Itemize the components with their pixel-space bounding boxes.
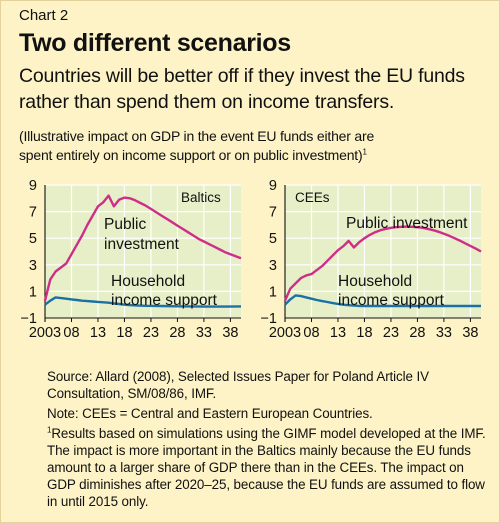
y-tick-label: 9 xyxy=(29,178,37,194)
x-tick-label: 13 xyxy=(90,325,106,341)
series-label: investment xyxy=(104,236,180,253)
x-tick-label: 38 xyxy=(462,325,478,341)
x-tick-label: 2003 xyxy=(269,325,301,341)
note-line-1: (Illustrative impact on GDP in the event… xyxy=(19,128,375,144)
x-tick-label: 18 xyxy=(116,325,132,341)
y-tick-label: 1 xyxy=(29,284,37,300)
y-tick-label: 3 xyxy=(269,258,277,274)
series-line-public-investment xyxy=(43,194,242,301)
x-tick-label: 18 xyxy=(356,325,372,341)
chart-label: Chart 2 xyxy=(19,7,69,24)
footer: Source: Allard (2008), Selected Issues P… xyxy=(41,368,486,510)
y-tick-label: 9 xyxy=(269,178,277,194)
series-label: Public investment xyxy=(346,215,468,232)
note-line-2: spent entirely on income support or on p… xyxy=(19,147,367,163)
note-text: Note: CEEs = Central and Eastern Europea… xyxy=(47,406,373,421)
panel-title: CEEs xyxy=(295,190,330,205)
series-line-public-investment xyxy=(283,225,482,302)
series-label: income support xyxy=(111,292,218,309)
series-line-household-income xyxy=(284,294,481,308)
footnote-mark: 1 xyxy=(47,425,52,435)
x-tick-label: 13 xyxy=(330,325,346,341)
y-tick-label: −1 xyxy=(260,311,277,327)
y-tick-label: 3 xyxy=(29,258,37,274)
panel-title: Baltics xyxy=(181,190,221,205)
source-text: Source: Allard (2008), Selected Issues P… xyxy=(47,369,429,401)
x-tick-label: 38 xyxy=(222,325,238,341)
note-line-2-text: spent entirely on income support or on p… xyxy=(19,147,363,163)
plot-area xyxy=(285,185,481,318)
x-tick-label: 2003 xyxy=(29,325,61,341)
x-tick-label: 23 xyxy=(143,325,159,341)
series-label: income support xyxy=(338,292,445,309)
y-tick-label: 5 xyxy=(269,231,277,247)
y-tick-label: −1 xyxy=(20,311,37,327)
y-tick-label: 1 xyxy=(269,284,277,300)
x-tick-label: 33 xyxy=(436,325,452,341)
series-label: Household xyxy=(111,273,185,290)
note-footnote-mark: 1 xyxy=(362,147,367,157)
series-label: Household xyxy=(338,273,412,290)
y-tick-label: 7 xyxy=(269,205,277,221)
plot-area xyxy=(45,185,241,318)
subtitle-line-1: Countries will be better off if they inv… xyxy=(19,65,465,87)
x-tick-label: 08 xyxy=(63,325,79,341)
y-tick-label: 7 xyxy=(29,205,37,221)
x-tick-label: 08 xyxy=(303,325,319,341)
chart-title: Two different scenarios xyxy=(19,29,291,57)
x-tick-label: 28 xyxy=(169,325,185,341)
x-tick-label: 28 xyxy=(409,325,425,341)
y-tick-label: 5 xyxy=(29,231,37,247)
x-tick-label: 23 xyxy=(383,325,399,341)
series-label: Public xyxy=(104,216,146,233)
footnote: 1Results based on simulations using the … xyxy=(41,425,486,510)
footnote-text: Results based on simulations using the G… xyxy=(47,426,486,509)
series-line-household-income xyxy=(44,296,242,308)
subtitle-line-2: rather than spend them on income transfe… xyxy=(19,91,395,113)
x-tick-label: 33 xyxy=(196,325,212,341)
